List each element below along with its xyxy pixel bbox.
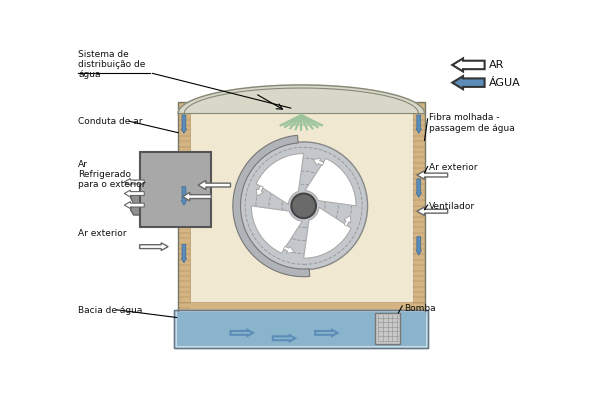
Polygon shape: [251, 206, 302, 253]
Text: Bomba: Bomba: [404, 304, 436, 313]
Polygon shape: [130, 192, 140, 215]
Circle shape: [240, 142, 368, 270]
FancyArrow shape: [416, 237, 421, 255]
Text: ÁGUA: ÁGUA: [488, 78, 520, 88]
FancyArrow shape: [181, 186, 187, 205]
Bar: [190, 114, 413, 302]
Text: Conduta de ar: Conduta de ar: [78, 117, 143, 126]
Bar: [176, 312, 426, 346]
FancyArrow shape: [181, 244, 187, 263]
FancyArrow shape: [198, 180, 230, 190]
FancyArrow shape: [452, 76, 485, 89]
Polygon shape: [178, 85, 425, 114]
FancyArrow shape: [417, 207, 448, 216]
FancyArrow shape: [417, 171, 448, 179]
Text: Ar exterior: Ar exterior: [78, 229, 127, 238]
Text: Ar exterior: Ar exterior: [429, 164, 478, 172]
Text: Sistema de
distribuição de
água: Sistema de distribuição de água: [78, 50, 145, 79]
FancyArrow shape: [313, 158, 324, 166]
Bar: [174, 310, 428, 348]
Bar: [140, 152, 211, 227]
Bar: [178, 302, 425, 314]
FancyArrow shape: [256, 186, 263, 196]
FancyArrow shape: [124, 178, 144, 186]
Polygon shape: [256, 154, 304, 204]
Text: AR: AR: [488, 60, 504, 70]
Polygon shape: [305, 158, 356, 206]
Polygon shape: [233, 135, 310, 277]
FancyArrow shape: [124, 202, 144, 208]
Bar: [178, 102, 190, 314]
FancyArrow shape: [283, 246, 294, 253]
Bar: [178, 102, 425, 314]
Polygon shape: [304, 207, 351, 258]
FancyArrow shape: [140, 243, 168, 250]
Text: Ar
Refrigerado
para o exterior: Ar Refrigerado para o exterior: [78, 160, 146, 190]
FancyArrow shape: [416, 115, 421, 134]
Bar: [375, 313, 400, 344]
FancyArrow shape: [183, 192, 211, 201]
Bar: [413, 102, 425, 314]
FancyArrow shape: [452, 58, 485, 72]
FancyArrow shape: [416, 179, 421, 197]
Text: Ventilador: Ventilador: [429, 202, 475, 211]
FancyArrow shape: [344, 216, 351, 226]
Text: Fibra molhada -
passagem de água: Fibra molhada - passagem de água: [429, 114, 515, 133]
Text: Bacia de água: Bacia de água: [78, 306, 142, 315]
Circle shape: [292, 194, 316, 218]
Bar: [174, 310, 428, 348]
FancyArrow shape: [181, 115, 187, 134]
FancyArrow shape: [124, 190, 144, 197]
Bar: [178, 102, 425, 114]
Polygon shape: [281, 115, 322, 125]
